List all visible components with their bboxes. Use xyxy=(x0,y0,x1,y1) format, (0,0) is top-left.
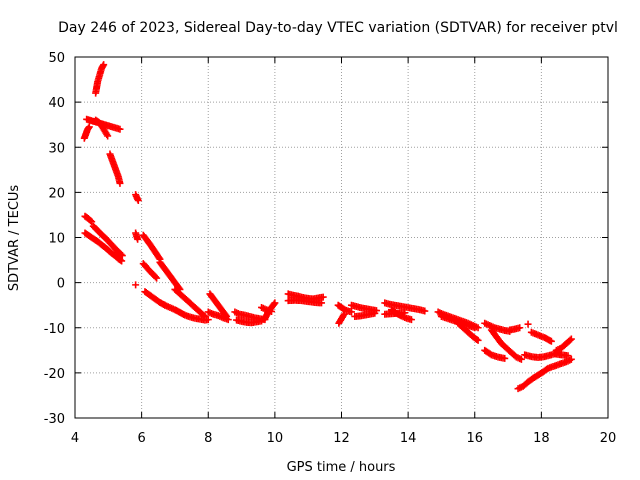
data-point xyxy=(100,61,108,69)
data-point xyxy=(421,307,429,315)
data-point xyxy=(347,308,355,316)
data-point xyxy=(87,217,95,225)
data-point xyxy=(104,132,112,140)
data-point xyxy=(200,311,208,319)
data-point xyxy=(516,324,524,332)
data-point xyxy=(153,274,161,282)
data-point xyxy=(319,293,327,301)
data-point xyxy=(118,257,126,265)
data-point xyxy=(152,273,160,281)
y-tick-label: 30 xyxy=(48,141,65,156)
data-point xyxy=(547,337,555,345)
data-point xyxy=(271,299,279,307)
data-point xyxy=(474,336,482,344)
y-tick-label: 50 xyxy=(48,51,65,66)
x-tick-label: 10 xyxy=(267,431,284,446)
x-tick-label: 12 xyxy=(333,431,350,446)
data-point xyxy=(132,281,140,289)
y-tick-label: 10 xyxy=(48,232,65,247)
x-tick-label: 4 xyxy=(71,431,79,446)
x-tick-label: 6 xyxy=(137,431,145,446)
data-point xyxy=(567,335,575,343)
y-tick-label: 20 xyxy=(48,186,65,201)
data-point xyxy=(524,320,532,328)
x-tick-label: 18 xyxy=(533,431,550,446)
data-point xyxy=(407,316,415,324)
data-point xyxy=(401,309,409,317)
grid-lines xyxy=(75,57,608,418)
x-axis-label: GPS time / hours xyxy=(287,460,396,475)
data-point xyxy=(88,218,96,226)
x-tick-label: 16 xyxy=(466,431,483,446)
data-point xyxy=(318,299,326,307)
data-point xyxy=(155,254,163,262)
data-point xyxy=(371,309,379,317)
y-tick-label: -20 xyxy=(44,367,65,382)
data-point xyxy=(471,324,479,332)
y-tick-label: 40 xyxy=(48,96,65,111)
x-tick-label: 20 xyxy=(600,431,617,446)
data-point xyxy=(268,308,276,316)
y-tick-label: 0 xyxy=(57,277,65,292)
chart-title: Day 246 of 2023, Sidereal Day-to-day VTE… xyxy=(58,20,618,36)
data-point xyxy=(270,300,278,308)
data-point xyxy=(204,316,212,324)
data-point xyxy=(116,125,124,133)
axis-ticks: 4 6 8 10 12 14 16 18 20 -30 -20 -10 0 10 20 30 40 50 xyxy=(44,51,617,446)
y-axis-label: SDTVAR / TECUs xyxy=(7,185,22,292)
data-point xyxy=(340,310,348,318)
y-tick-label: -30 xyxy=(44,412,65,427)
data-point xyxy=(564,352,572,360)
data-point xyxy=(85,123,93,131)
data-point xyxy=(339,312,347,320)
data-point xyxy=(103,130,111,138)
data-point xyxy=(567,355,575,363)
data-point xyxy=(84,124,92,132)
data-points xyxy=(80,61,575,393)
data-point xyxy=(501,354,509,362)
x-tick-label: 14 xyxy=(400,431,417,446)
data-point xyxy=(134,196,142,204)
data-point xyxy=(134,235,142,243)
data-point xyxy=(116,179,124,187)
y-tick-label: -10 xyxy=(44,322,65,337)
data-point xyxy=(201,312,209,320)
data-point xyxy=(517,355,525,363)
data-point xyxy=(566,336,574,344)
data-point xyxy=(473,335,481,343)
x-tick-label: 8 xyxy=(204,431,212,446)
data-point xyxy=(224,316,232,324)
plot-frame xyxy=(74,56,609,419)
